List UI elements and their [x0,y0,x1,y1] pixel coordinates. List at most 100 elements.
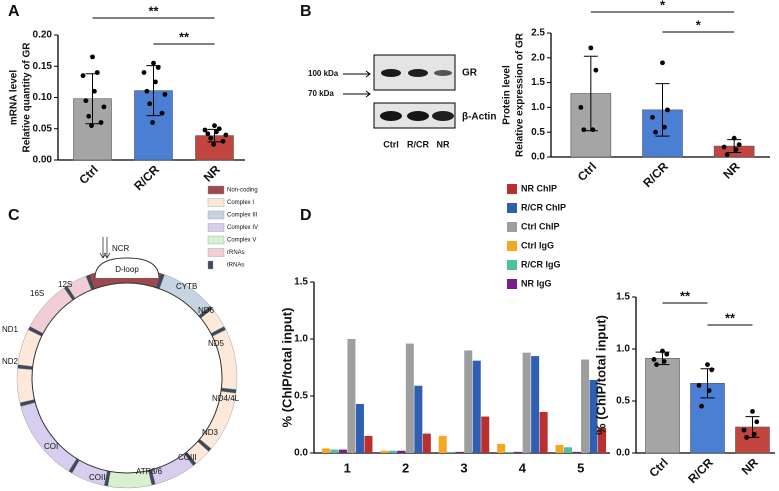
y-tick-label: 0.5 [616,396,630,407]
bar [414,385,423,453]
y-tick-label: 1.0 [616,344,630,355]
data-point [220,138,226,144]
data-point [578,105,584,110]
significance-label: * [696,17,702,32]
significance-label: ** [680,288,691,303]
y-tick-label: 1.5 [616,292,630,303]
legend-label: Complex IV [227,225,258,231]
gene-label: 16S [30,289,44,298]
data-point [153,79,158,85]
data-point [98,120,104,125]
data-point [94,70,100,75]
x-tick-label: Ctrl [575,159,600,184]
y-tick-label: 1.0 [294,334,308,345]
legend-label: NR ChIP [521,183,557,193]
legend-label: rRNAs [227,250,245,256]
bar [514,451,523,453]
x-tick-label: 3 [460,460,467,475]
data-point [661,359,667,364]
bar [464,350,473,453]
significance-label: * [660,0,666,12]
bar [422,433,431,453]
bar [555,445,564,453]
marker-label: 100 kDa [308,69,339,78]
y-tick-label: 1.5 [531,77,545,88]
data-point [706,388,712,393]
bar [405,343,414,453]
x-tick-label: Ctrl [646,455,671,480]
legend-label: R/CR ChIP [521,202,566,212]
data-point [733,147,739,152]
y-axis-label: mRNA level [9,70,20,125]
loop-label: D-loop [115,265,139,274]
legend-label: tRNAs [227,263,244,269]
panel-letter: C [8,207,20,224]
legend-swatch [507,203,517,213]
data-point [705,362,710,367]
legend-label: Complex I [227,200,254,206]
data-point [101,104,107,110]
bar [364,435,373,453]
data-point [664,351,670,357]
x-tick-label: NR [201,162,223,184]
marker-arrow [343,70,371,78]
y-axis-label: Protein level [502,65,513,125]
bar [472,360,481,453]
legend-swatch [207,185,225,195]
y-tick-label: 0.15 [33,61,53,72]
legend-swatch [207,235,225,245]
significance-label: ** [148,3,159,18]
data-point [212,123,217,129]
data-point [216,126,222,132]
protein-label: β-Actin [462,112,496,123]
legend-swatch [507,241,517,251]
data-point [699,403,704,409]
data-point [724,152,730,157]
data-point [80,73,86,79]
y-tick-label: 0.00 [33,155,53,166]
data-point [162,91,168,97]
bar [481,416,490,453]
legend-swatch [507,184,517,194]
data-point [662,124,667,130]
data-point [90,54,95,60]
loop-bubble [94,257,160,279]
panel-letter: A [8,3,20,20]
bar [564,447,573,453]
bar [522,352,531,453]
legend-label: Complex V [227,238,256,244]
bar [355,403,364,453]
legend-label: R/CR IgG [521,259,561,269]
data-point [581,127,587,133]
data-point [709,367,715,373]
legend-swatch [507,279,517,289]
data-point [205,131,211,137]
data-point [214,129,219,135]
bar [380,450,389,453]
panel-letter: B [300,3,312,20]
gene-label: 12S [58,280,72,289]
blot-band [434,70,452,76]
data-point [754,419,760,425]
data-point [721,144,727,150]
bar [497,443,506,453]
legend-label: Ctrl ChIP [521,221,560,231]
legend-label: Non-coding [227,188,258,194]
x-tick-label: R/CR [131,162,162,193]
gene-label: ND6 [198,306,215,315]
bar [455,451,464,453]
bar [505,451,514,453]
data-point [202,127,208,133]
data-point [144,88,150,94]
bar [347,339,356,453]
data-point [665,107,670,113]
data-point [590,127,596,133]
x-tick-label: NR [739,455,761,477]
data-point [696,383,702,388]
y-tick-label: 2.0 [531,52,545,63]
lane-label: NR [437,139,450,149]
marker-label: 70 kDa [308,89,334,98]
blot-band [381,69,401,77]
bar [447,451,456,453]
bar [397,450,406,453]
